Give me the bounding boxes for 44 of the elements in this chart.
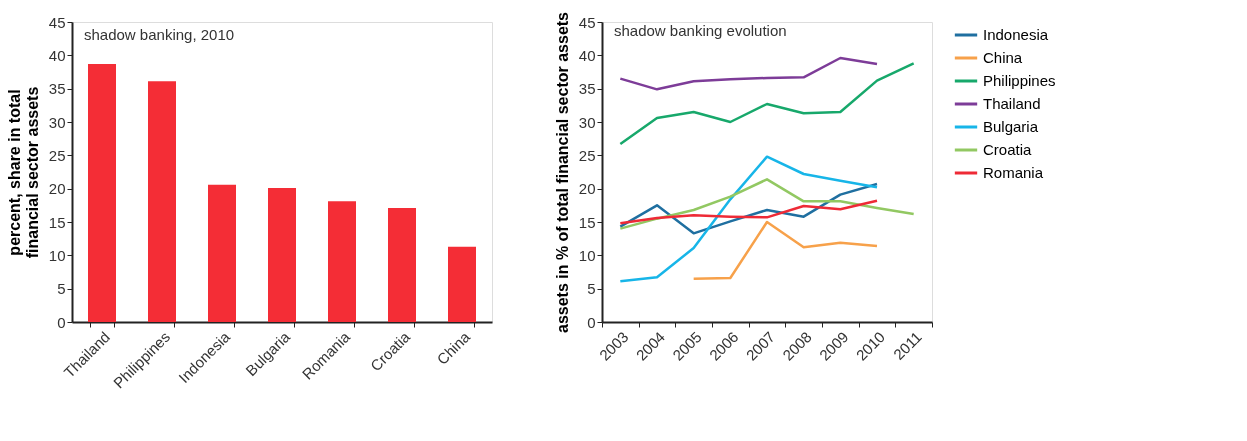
- y-tick-label: 10: [48, 246, 66, 264]
- bar: [208, 184, 236, 322]
- y-tick-label: 15: [48, 213, 66, 231]
- bar: [268, 188, 296, 322]
- legend-label: Croatia: [983, 141, 1033, 158]
- y-tick-label: 15: [578, 213, 596, 231]
- chart-title: shadow banking evolution: [614, 22, 787, 40]
- line-series: [619, 155, 879, 283]
- y-tick-label: 30: [578, 113, 596, 131]
- y-axis-title: percent, share in total financial sector assets: [5, 86, 41, 259]
- y-tick-label: 0: [587, 313, 596, 331]
- bar: [388, 208, 416, 322]
- y-tick-label: 20: [578, 180, 596, 198]
- y-tick-label: 35: [48, 80, 66, 98]
- legend-label: Bulgaria: [983, 118, 1039, 135]
- y-tick-label: 30: [48, 113, 66, 131]
- y-tick-label: 20: [48, 180, 66, 198]
- y-tick-label: 5: [57, 280, 66, 298]
- line-series: [619, 178, 915, 230]
- line-series: [692, 220, 879, 280]
- bar: [88, 64, 116, 322]
- legend-label: Romania: [983, 164, 1044, 181]
- line-series: [619, 199, 879, 225]
- y-tick-label: 25: [578, 146, 596, 164]
- chart-title: shadow banking, 2010: [84, 26, 235, 43]
- y-tick-label: 40: [48, 46, 66, 64]
- legend-label: China: [983, 49, 1023, 66]
- y-tick-label: 35: [578, 80, 596, 98]
- bar: [148, 81, 176, 322]
- bar: [328, 201, 356, 322]
- legend-label: Thailand: [983, 95, 1041, 112]
- y-tick-label: 45: [48, 13, 66, 31]
- y-tick-label: 45: [578, 13, 596, 31]
- y-tick-label: 0: [57, 313, 66, 331]
- legend-label: Philippines: [983, 72, 1056, 89]
- line-series: [619, 62, 915, 146]
- bar: [448, 246, 476, 322]
- legend-label: Indonesia: [983, 26, 1049, 43]
- y-tick-label: 5: [587, 280, 596, 298]
- y-tick-label: 25: [48, 146, 66, 164]
- y-tick-label: 40: [578, 46, 596, 64]
- line-series: [619, 56, 879, 91]
- y-axis-title: assets in % of total financial sector assets: [553, 11, 571, 334]
- y-tick-label: 10: [578, 246, 596, 264]
